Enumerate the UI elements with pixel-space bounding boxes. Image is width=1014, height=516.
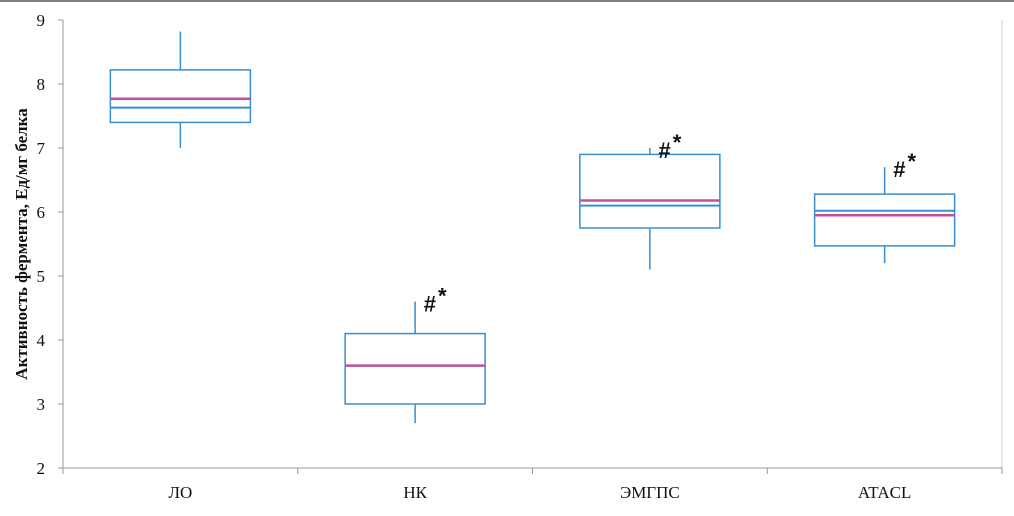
box-group — [579, 148, 721, 270]
box-iqr — [109, 69, 252, 124]
annotation-star: * — [673, 130, 682, 155]
box-group — [344, 301, 486, 424]
annotation-hash: # — [893, 157, 905, 182]
y-tick-label: 2 — [37, 459, 46, 478]
y-tick-label: 8 — [37, 75, 46, 94]
annotation-star: * — [438, 284, 447, 309]
x-category-label: ЭМГПС — [620, 483, 680, 502]
y-tick-label: 5 — [37, 267, 46, 286]
annotation-hash: # — [658, 138, 670, 163]
boxes — [109, 31, 956, 424]
x-category-label: ЛО — [168, 483, 192, 502]
significance-annotation: #* — [658, 130, 681, 163]
y-tick-label: 4 — [37, 331, 46, 350]
significance-annotation: #* — [424, 284, 447, 317]
y-tick-label: 9 — [37, 11, 46, 30]
box-iqr — [579, 153, 721, 229]
box-group — [109, 31, 252, 148]
significance-annotation: #* — [893, 149, 916, 182]
axes — [58, 19, 1003, 474]
y-tick-label: 3 — [37, 395, 46, 414]
box-group — [813, 167, 956, 264]
x-category-label: НК — [403, 483, 427, 502]
box-iqr — [813, 193, 956, 247]
annotation-hash: # — [424, 292, 436, 317]
box-iqr — [344, 332, 486, 405]
y-axis-title: Активность фермента, Ед/мг белка — [12, 108, 31, 380]
y-tick-label: 7 — [37, 139, 46, 158]
x-category-label: ATACL — [858, 483, 911, 502]
annotation-star: * — [907, 149, 916, 174]
y-tick-label: 6 — [37, 203, 46, 222]
